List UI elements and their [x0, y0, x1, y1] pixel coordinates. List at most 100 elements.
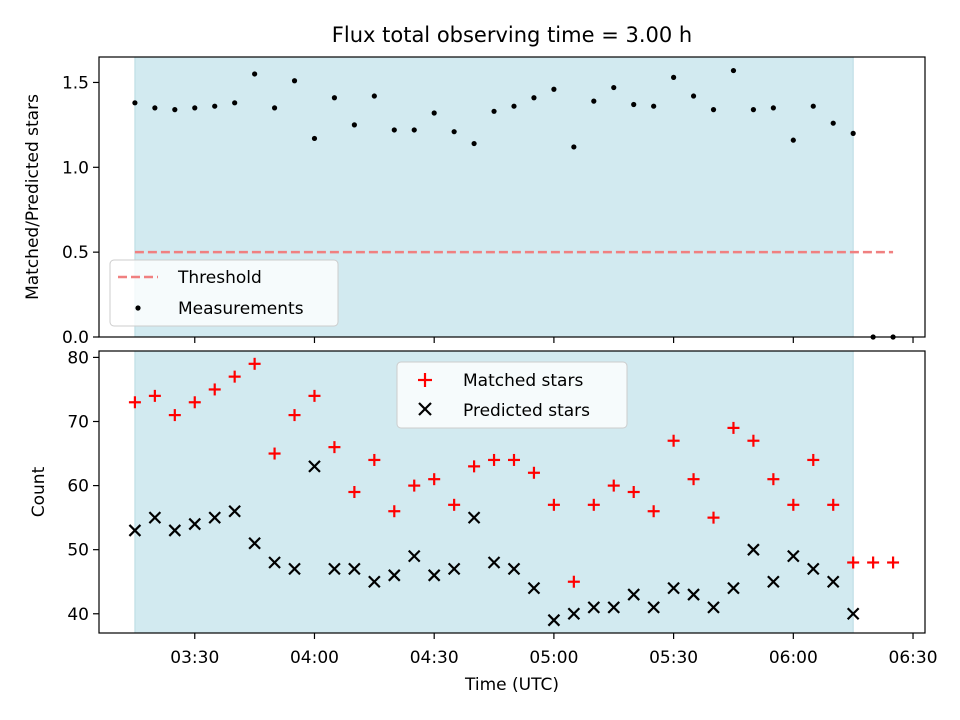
measurement-point — [810, 103, 816, 109]
figure-title: Flux total observing time = 3.00 h — [332, 23, 692, 47]
measurement-point — [451, 129, 457, 135]
predicted-star-point — [288, 562, 301, 576]
predicted-star-point — [527, 581, 541, 595]
predicted-star-point — [587, 601, 601, 614]
bottom-y-tick-label: 60 — [67, 477, 89, 497]
predicted-star-point — [388, 569, 401, 582]
matched-star-point — [148, 389, 161, 402]
predicted-stars-points — [128, 460, 860, 627]
top-legend: Threshold Measurements — [109, 259, 339, 327]
predicted-star-point-b — [328, 562, 341, 576]
predicted-star-point-b — [208, 511, 221, 524]
matched-star-point — [787, 498, 800, 511]
predicted-star-point-b — [767, 575, 780, 589]
predicted-star-point — [647, 601, 660, 614]
measurement-point — [311, 135, 318, 142]
top-y-tick-label: 0.0 — [62, 328, 89, 348]
predicted-star-point — [228, 504, 241, 518]
predicted-star-point-b — [507, 562, 521, 576]
predicted-star-point — [188, 517, 202, 531]
matched-star-point — [507, 453, 520, 466]
predicted-star-point-b — [467, 511, 481, 524]
bottom-y-tick-label: 70 — [67, 413, 89, 433]
predicted-star-point-b — [168, 524, 182, 537]
x-tick-label: 04:00 — [290, 648, 339, 668]
measurement-point — [192, 105, 198, 111]
predicted-star-point-b — [587, 601, 601, 614]
predicted-star-point-b — [806, 562, 820, 576]
bottom-panel: 40 50 60 70 80 03:30 04:00 04:30 05:00 05:30 06:0… — [29, 348, 938, 695]
measurement-point — [351, 122, 357, 128]
matched-star-point — [188, 396, 201, 409]
top-y-tick-label: 1.0 — [62, 158, 89, 178]
predicted-star-point — [547, 613, 561, 627]
predicted-star-point — [308, 460, 321, 473]
legend-matched-swatch — [418, 373, 432, 387]
predicted-star-point-b — [567, 607, 581, 621]
predicted-star-point-b — [228, 504, 241, 518]
predicted-star-point — [627, 588, 640, 601]
predicted-star-point-b — [687, 588, 700, 601]
measurement-point — [491, 108, 497, 114]
measurement-point — [591, 98, 597, 104]
bottom-axes-frame — [98, 350, 926, 634]
predicted-star-point-b — [547, 613, 561, 627]
predicted-star-point — [208, 511, 221, 524]
measurement-point — [770, 105, 776, 111]
bottom-y-ticks: 40 50 60 70 80 — [67, 348, 99, 625]
top-y-tick-label: 1.5 — [62, 73, 89, 93]
x-tick-label: 06:00 — [769, 648, 818, 668]
matched-star-point — [807, 453, 820, 466]
predicted-star-point-b — [308, 460, 321, 473]
predicted-star-point-b — [368, 575, 381, 589]
top-y-ticks: 0.0 0.5 1.0 1.5 — [62, 73, 99, 348]
bottom-legend: Matched stars Predicted stars — [396, 361, 628, 429]
matched-stars-points — [128, 357, 900, 588]
measurement-point — [172, 107, 178, 113]
matched-star-point — [727, 421, 740, 434]
legend-predicted-swatch — [418, 402, 432, 416]
bottom-y-tick-label: 50 — [67, 541, 89, 561]
legend-threshold-label: Threshold — [177, 268, 262, 288]
bottom-y-axis-label: Count — [29, 466, 49, 517]
measurement-point — [730, 67, 737, 74]
predicted-star-point — [148, 511, 162, 524]
predicted-star-point-b — [826, 575, 840, 589]
top-axes-frame — [98, 56, 926, 338]
matched-star-point — [827, 498, 840, 511]
matched-star-point — [847, 556, 860, 569]
matched-star-point — [567, 575, 580, 588]
matched-star-point — [747, 434, 760, 447]
predicted-star-point — [348, 562, 361, 576]
matched-star-point — [527, 466, 540, 479]
measurement-point — [132, 100, 138, 106]
predicted-star-point — [846, 607, 860, 621]
predicted-star-point-b — [527, 581, 541, 595]
predicted-star-point — [407, 549, 421, 563]
top-y-axis-label: Matched/Predicted stars — [23, 94, 43, 300]
predicted-star-point-b — [148, 511, 162, 524]
legend-matched-label: Matched stars — [463, 371, 583, 391]
matched-star-point — [687, 473, 700, 486]
measurement-point — [471, 140, 477, 147]
predicted-star-point-b — [747, 543, 760, 556]
matched-star-point — [348, 486, 361, 498]
predicted-star-point-b — [727, 581, 740, 595]
measurement-point — [252, 71, 258, 77]
measurement-point — [571, 144, 577, 150]
predicted-star-point — [168, 524, 182, 537]
measurement-point — [511, 103, 517, 109]
predicted-star-point — [707, 601, 720, 614]
measurement-point — [790, 137, 796, 143]
matched-star-point — [627, 486, 640, 498]
predicted-star-point — [567, 607, 581, 621]
matched-star-point — [867, 556, 880, 569]
predicted-star-point — [607, 601, 621, 614]
legend-predicted-label: Predicted stars — [463, 401, 590, 421]
predicted-star-point — [826, 575, 840, 589]
predicted-star-point — [767, 575, 780, 589]
x-tick-label: 05:30 — [649, 648, 698, 668]
predicted-star-point-b — [787, 549, 800, 563]
measurement-point — [531, 95, 537, 101]
